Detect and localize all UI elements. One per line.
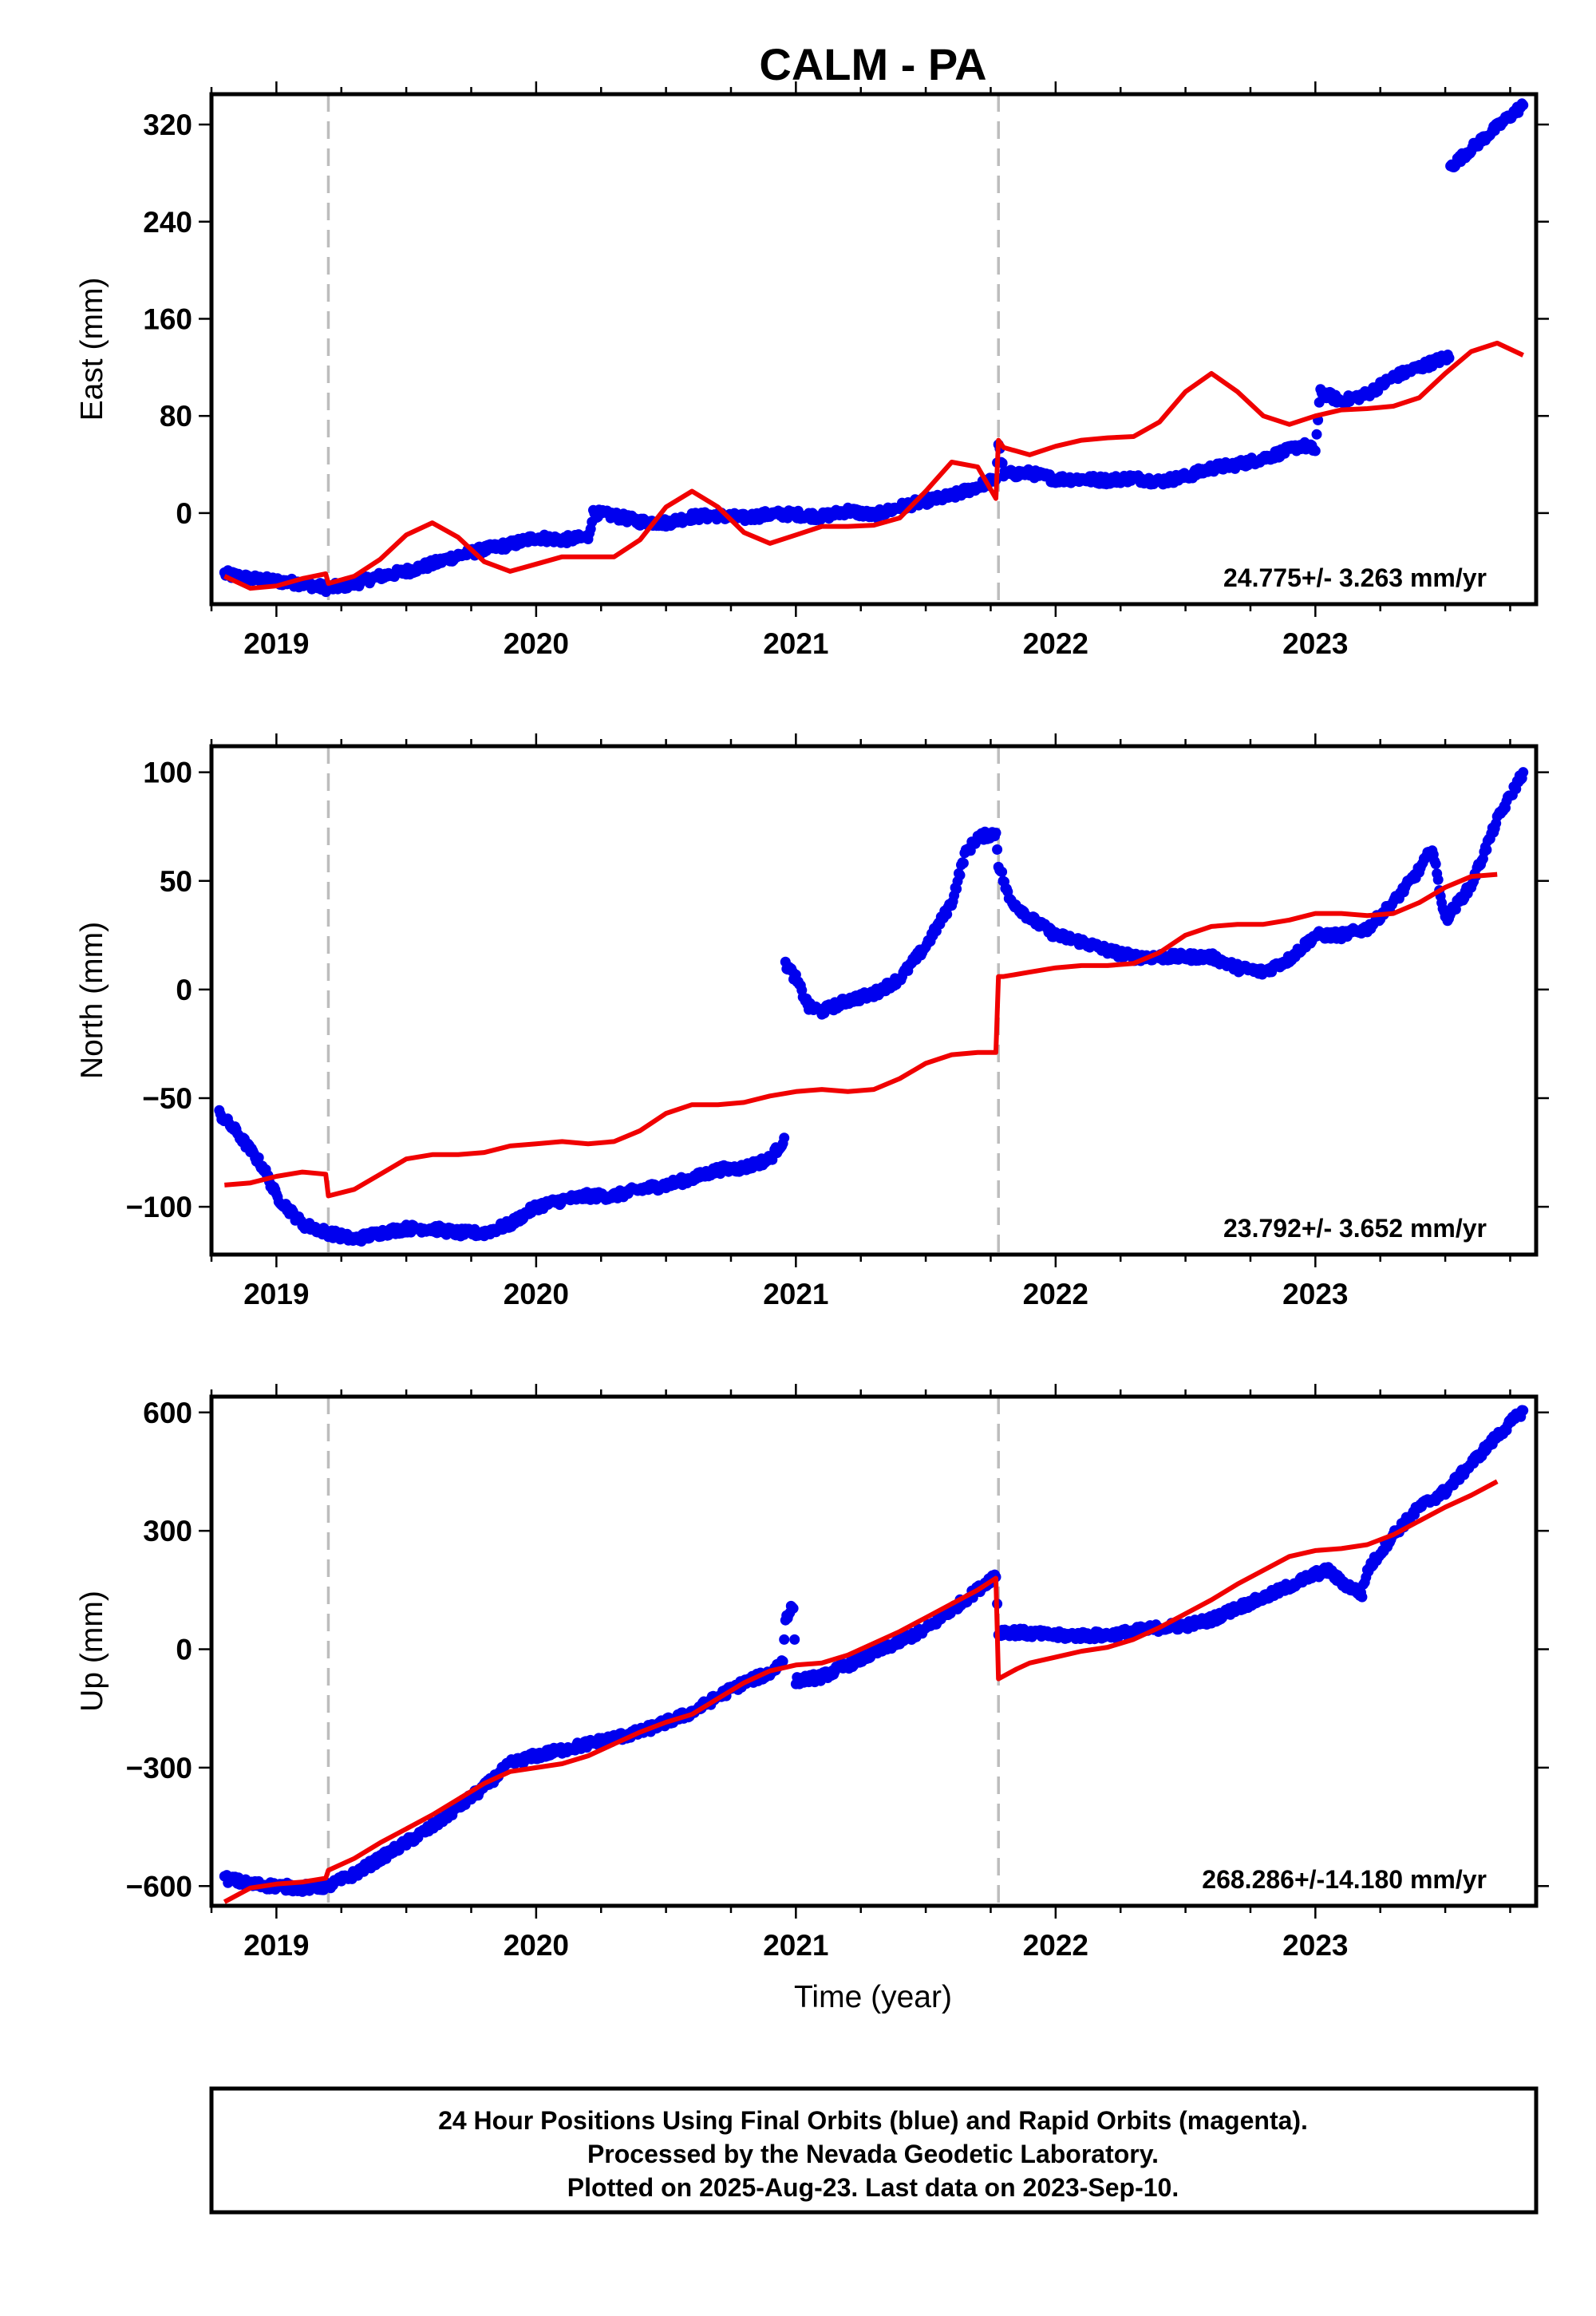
x-tick-label: 2023 (1282, 1278, 1348, 1310)
data-point (777, 1656, 788, 1667)
data-point (779, 1132, 790, 1144)
y-tick-label: −50 (142, 1082, 192, 1115)
x-tick-label: 2022 (1023, 1929, 1088, 1962)
data-point (1357, 1591, 1368, 1603)
final-orbit-points (219, 98, 1529, 598)
y-tick-label: −100 (126, 1191, 192, 1223)
model-fit-line (223, 340, 1524, 591)
final-orbit-points (214, 767, 1529, 1247)
x-tick-label: 2022 (1023, 1278, 1088, 1310)
y-tick-label: 160 (143, 302, 192, 335)
data-point (788, 1603, 799, 1614)
y-tick-label: 600 (143, 1397, 192, 1429)
footer-line-1: 24 Hour Positions Using Final Orbits (bl… (438, 2106, 1308, 2135)
x-tick-label: 2021 (763, 1278, 828, 1310)
plot-frame (209, 744, 1539, 1257)
footer-line-3: Plotted on 2025-Aug-23. Last data on 202… (567, 2173, 1179, 2202)
y-tick-label: 100 (143, 757, 192, 789)
x-tick-label: 2019 (243, 1278, 309, 1310)
velocity-rate-label: 268.286+/-14.180 mm/yr (1202, 1865, 1487, 1894)
velocity-rate-label: 24.775+/- 3.263 mm/yr (1223, 563, 1487, 592)
data-point (779, 1634, 790, 1645)
x-tick-label: 2022 (1023, 627, 1088, 660)
y-axis-title: East (mm) (75, 278, 109, 421)
velocity-rate-label: 23.792+/- 3.652 mm/yr (1223, 1214, 1487, 1243)
x-tick-label: 2019 (243, 1929, 309, 1962)
model-fit-line (224, 871, 1498, 1199)
y-tick-label: 240 (143, 206, 192, 239)
data-point (958, 858, 969, 868)
y-tick-label: −300 (126, 1752, 192, 1784)
data-point (990, 828, 1001, 839)
plot-frame (209, 1394, 1539, 1908)
x-tick-label: 2021 (763, 1929, 828, 1962)
model-fit-line (223, 1479, 1499, 1904)
y-tick-label: 0 (176, 497, 192, 530)
y-tick-label: −600 (126, 1870, 192, 1903)
data-point (1311, 429, 1322, 440)
data-point (1518, 1405, 1529, 1416)
x-tick-label: 2023 (1282, 1929, 1348, 1962)
x-tick-label: 2023 (1282, 627, 1348, 660)
data-point (1518, 767, 1529, 778)
plot-frame (209, 92, 1539, 607)
time-axis-title: Time (year) (794, 1980, 952, 2014)
x-tick-label: 2020 (504, 627, 569, 660)
footer-box: 24 Hour Positions Using Final Orbits (bl… (209, 2086, 1539, 2215)
data-point (997, 867, 1008, 877)
data-point (951, 883, 962, 895)
y-tick-label: 300 (143, 1515, 192, 1547)
data-point (1310, 445, 1321, 456)
y-tick-label: 0 (176, 974, 192, 1006)
data-point (1481, 844, 1492, 856)
y-tick-label: 320 (143, 109, 192, 141)
north-panel: 2019 2020 2021 2022 2023 −100 −50 0 50 100 North (… (75, 733, 1549, 1310)
x-tick-label: 2019 (243, 627, 309, 660)
x-tick-label: 2020 (504, 1929, 569, 1962)
y-axis-title: Up (mm) (75, 1591, 109, 1712)
y-tick-label: 80 (160, 400, 192, 433)
y-tick-label: 0 (176, 1634, 192, 1666)
x-tick-label: 2020 (504, 1278, 569, 1310)
final-orbit-points (219, 1405, 1529, 1897)
x-tick-label: 2021 (763, 627, 828, 660)
y-axis-title: North (mm) (75, 922, 109, 1079)
data-point (1430, 859, 1441, 870)
data-point (1444, 353, 1455, 364)
data-point (1518, 100, 1529, 111)
data-point (789, 1634, 800, 1645)
data-point (992, 844, 1003, 855)
footer-line-2: Processed by the Nevada Geodetic Laborat… (587, 2140, 1159, 2168)
east-panel: 2019 2020 2021 2022 2023 0 80 160 240 320 East (mm… (75, 81, 1549, 660)
data-point (954, 870, 966, 881)
figure-title: CALM - PA (759, 39, 986, 89)
y-tick-label: 50 (160, 865, 192, 898)
data-point (1432, 874, 1444, 885)
up-panel: 2019 2020 2021 2022 2023 −600 −300 0 300 600 Up (m… (75, 1384, 1549, 1962)
